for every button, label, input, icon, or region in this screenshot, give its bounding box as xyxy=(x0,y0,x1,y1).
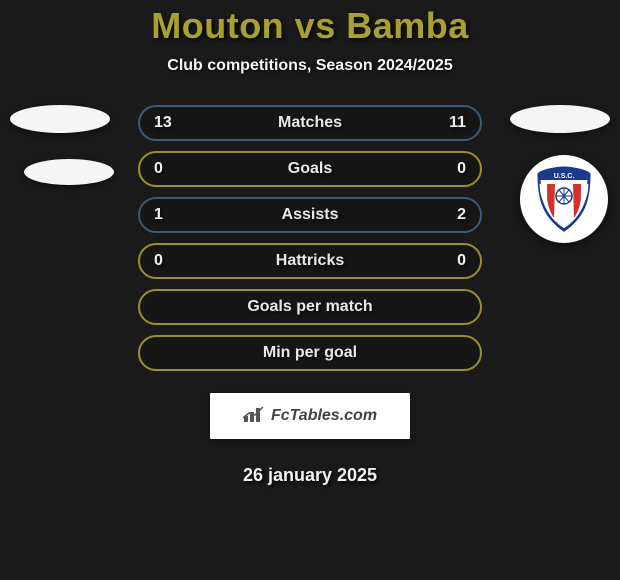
stats-area: U.S.C. 13 Matches 11 0 Goals 0 1 Assists… xyxy=(0,105,620,486)
stat-row-min-per-goal: Min per goal xyxy=(138,335,482,371)
chart-icon xyxy=(243,406,265,427)
stat-label: Min per goal xyxy=(263,344,357,362)
stat-right-value: 0 xyxy=(442,252,466,270)
page-subtitle: Club competitions, Season 2024/2025 xyxy=(167,57,452,75)
attribution-badge: FcTables.com xyxy=(210,393,410,439)
svg-text:U.S.C.: U.S.C. xyxy=(554,173,575,180)
stat-left-value: 0 xyxy=(154,252,178,270)
stat-right-value: 0 xyxy=(442,160,466,178)
team-right-badge-placeholder-1 xyxy=(510,105,610,133)
stat-row-hattricks: 0 Hattricks 0 xyxy=(138,243,482,279)
stat-label: Goals xyxy=(288,160,332,178)
attribution-text: FcTables.com xyxy=(271,407,377,425)
stat-label: Goals per match xyxy=(247,298,372,316)
date-label: 26 january 2025 xyxy=(243,465,377,486)
stat-label: Matches xyxy=(278,114,342,132)
stat-row-assists: 1 Assists 2 xyxy=(138,197,482,233)
root-container: Mouton vs Bamba Club competitions, Seaso… xyxy=(0,0,620,580)
stat-right-value: 11 xyxy=(442,114,466,132)
stat-left-value: 1 xyxy=(154,206,178,224)
stat-row-goals: 0 Goals 0 xyxy=(138,151,482,187)
stat-label: Assists xyxy=(282,206,339,224)
stat-left-value: 0 xyxy=(154,160,178,178)
stat-right-value: 2 xyxy=(442,206,466,224)
team-right-club-badge: U.S.C. xyxy=(520,155,608,243)
stat-label: Hattricks xyxy=(276,252,344,270)
stat-row-goals-per-match: Goals per match xyxy=(138,289,482,325)
page-title: Mouton vs Bamba xyxy=(151,5,469,47)
stat-left-value: 13 xyxy=(154,114,178,132)
shield-icon: U.S.C. xyxy=(535,166,593,232)
team-left-badge-placeholder-2 xyxy=(24,159,114,185)
stat-row-matches: 13 Matches 11 xyxy=(138,105,482,141)
team-left-badge-placeholder-1 xyxy=(10,105,110,133)
